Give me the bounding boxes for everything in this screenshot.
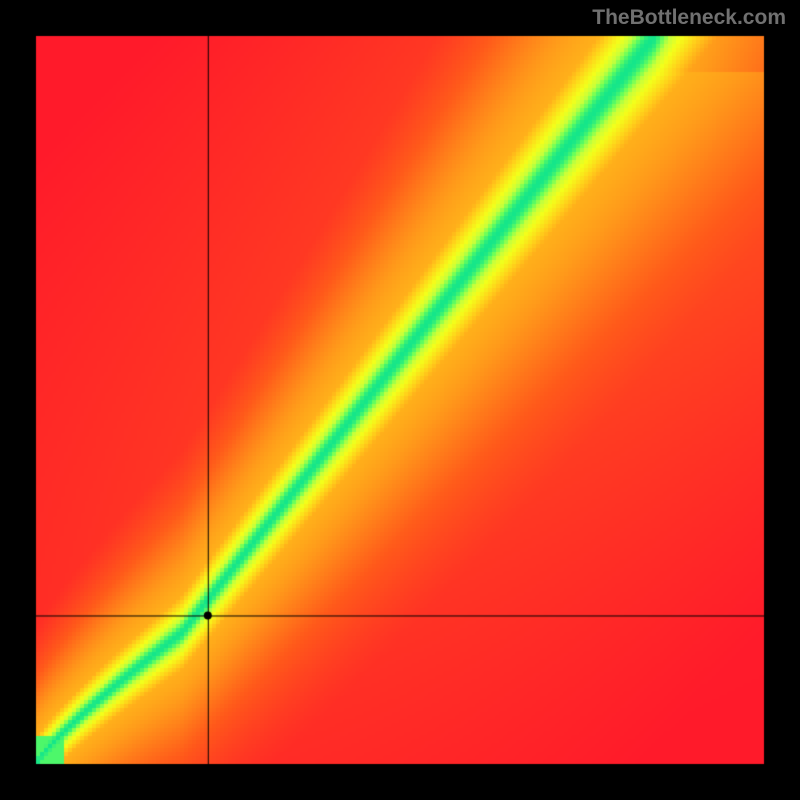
chart-container: TheBottleneck.com: [0, 0, 800, 800]
bottleneck-heatmap: [0, 0, 800, 800]
watermark-text: TheBottleneck.com: [592, 6, 786, 30]
